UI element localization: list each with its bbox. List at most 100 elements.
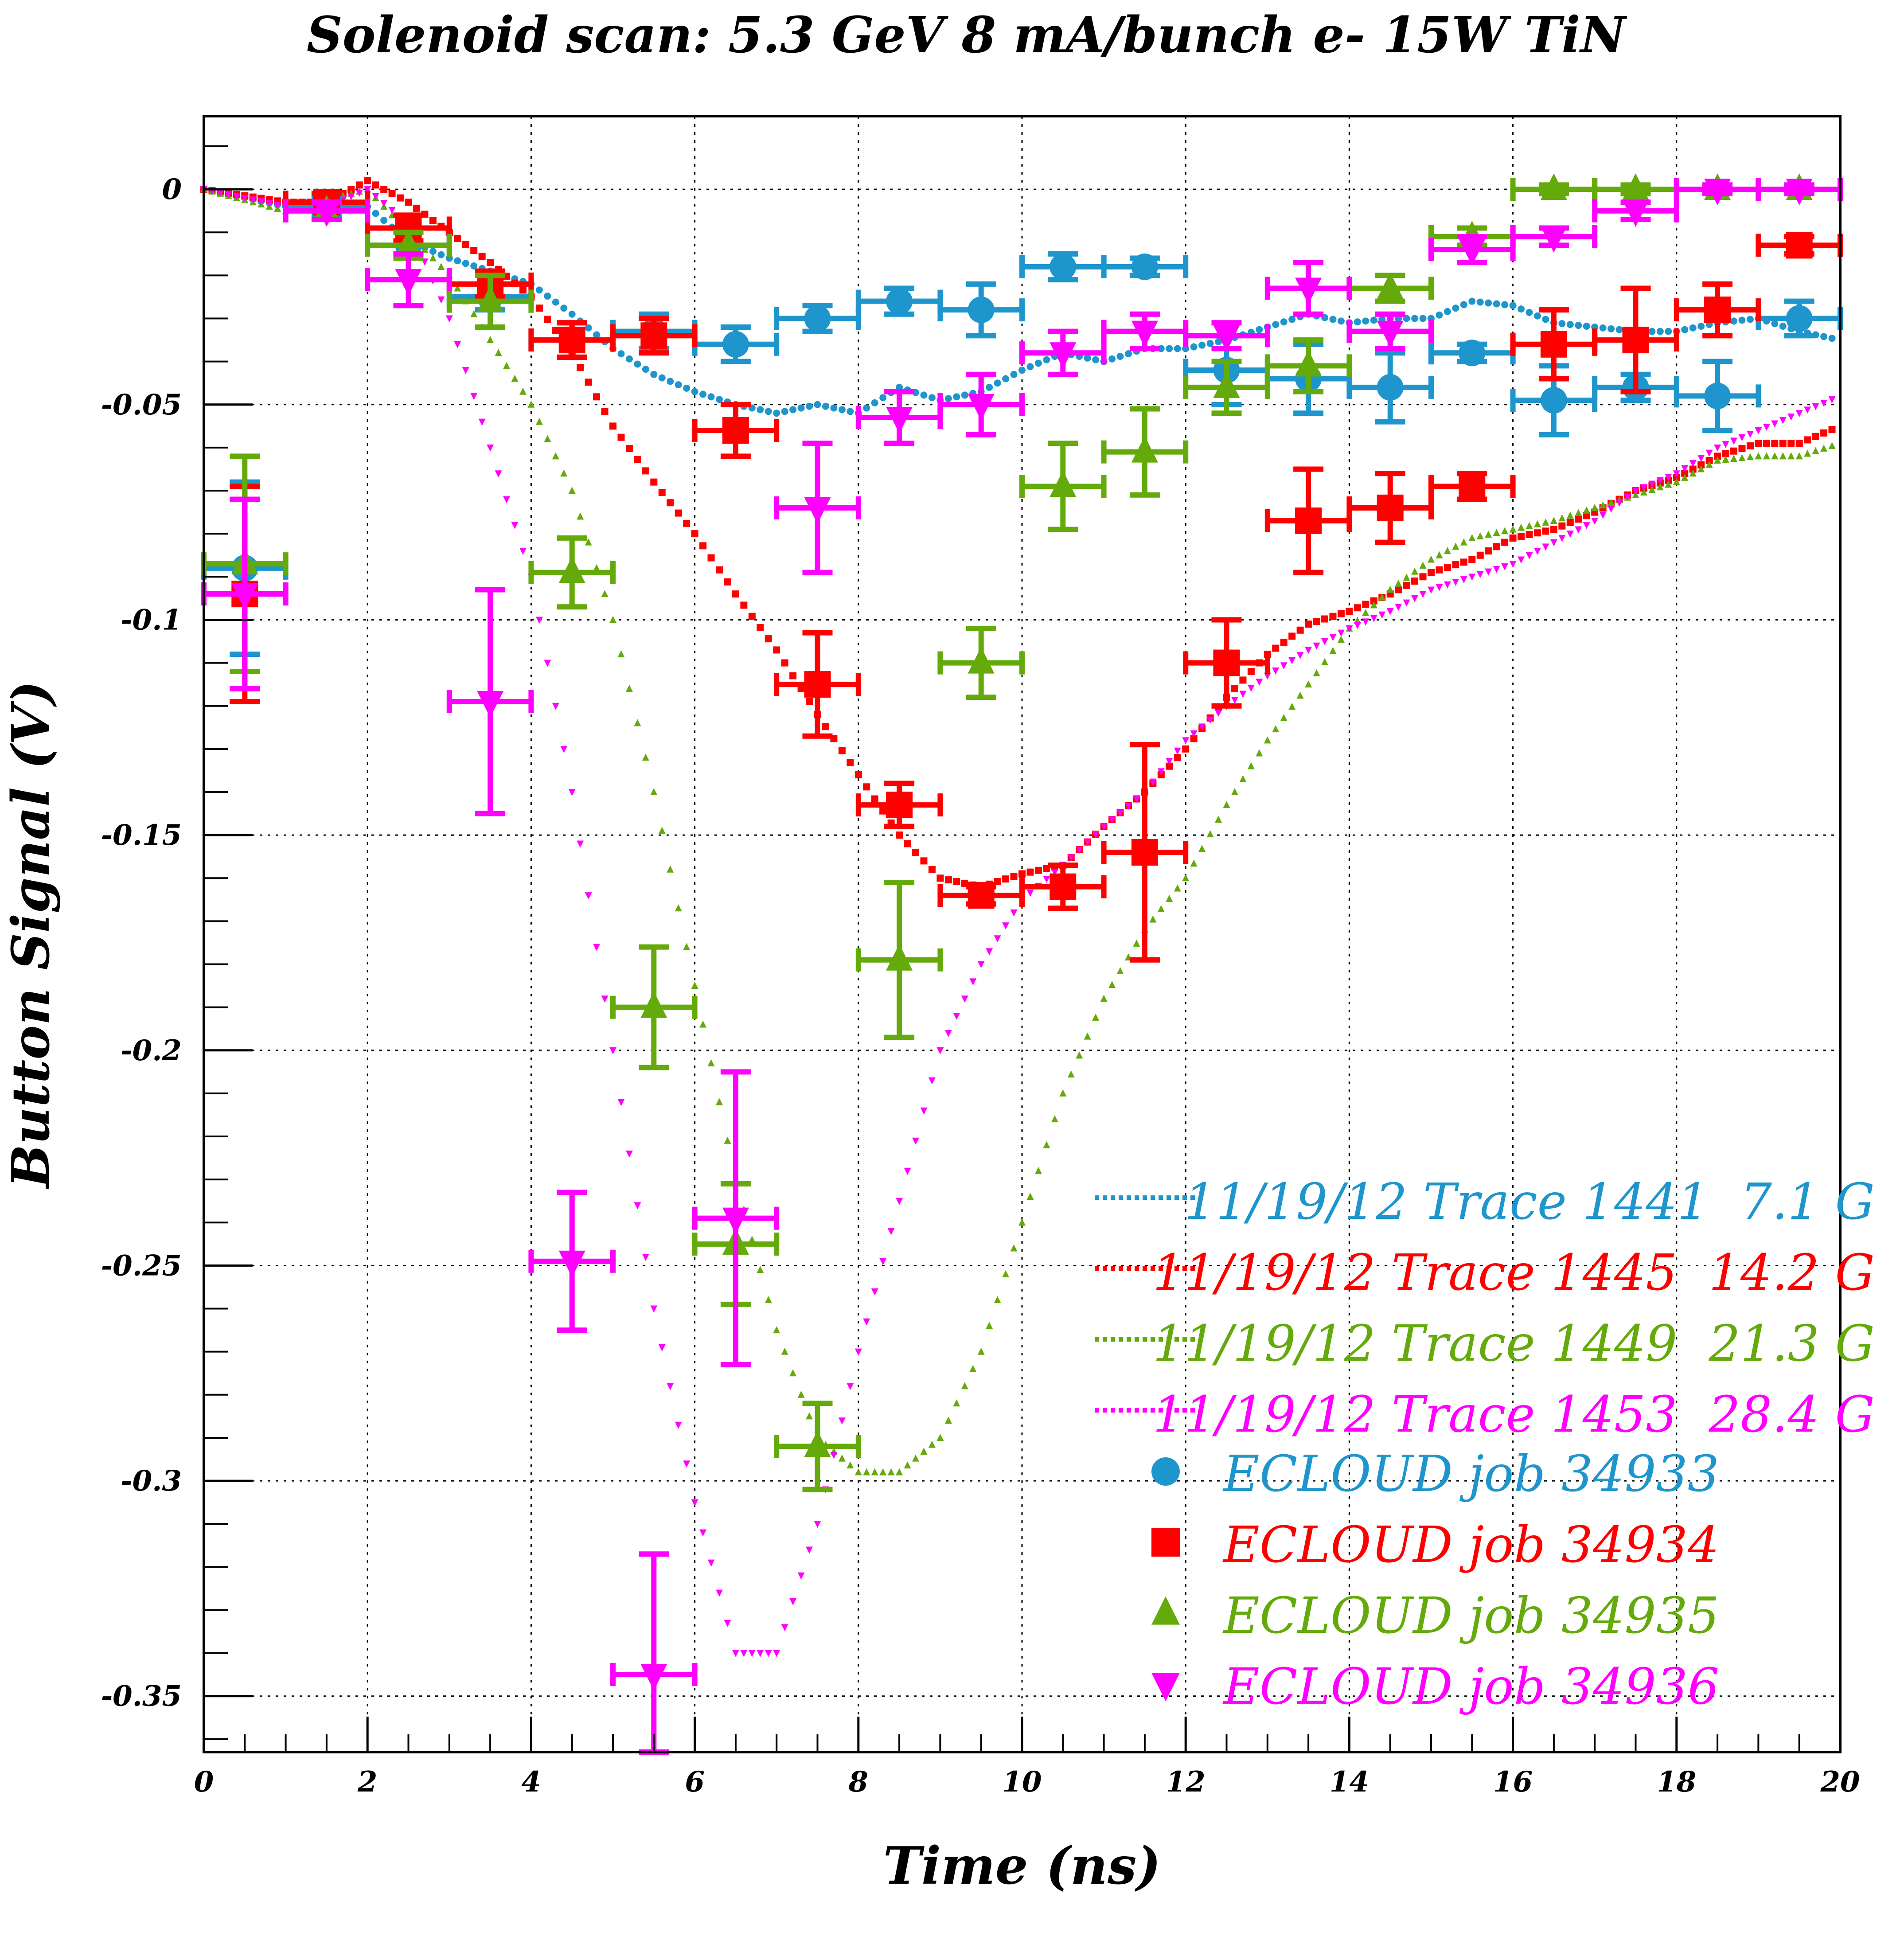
trace-dot [1166,762,1173,770]
trace-dot [953,1399,960,1407]
data-point [937,625,1025,700]
trace-dot [1697,461,1705,468]
trace-dot [1526,308,1533,316]
trace-dot [1485,531,1492,538]
y-tick-label: -0.25 [101,1249,182,1282]
trace-dot [437,251,445,258]
trace-dot [683,943,691,950]
trace-dot [470,262,478,270]
trace-dot [1468,297,1476,305]
trace-dot [1108,816,1116,824]
trace-dot [634,456,641,464]
marker-circle [1786,305,1813,332]
data-point [1674,281,1761,339]
trace-dot [1820,399,1828,407]
trace-dot [896,831,903,839]
legend-label: 11/19/12 Trace 1441 7.1 G [1184,1173,1875,1231]
trace-dot [707,393,715,401]
trace-dot [1452,578,1459,586]
trace-dot [781,1347,788,1355]
trace-dot [994,878,1001,885]
marker-triangle-up [1540,173,1567,200]
trace-dot [560,469,568,477]
marker-triangle-up [395,229,422,256]
marker-circle [804,305,831,332]
marker-square [1622,327,1649,354]
trace-dot [1558,522,1566,530]
legend-label: ECLOUD job 34936 [1222,1658,1719,1716]
marker-square [1459,473,1486,500]
trace-dot [1256,679,1263,686]
trace-dot [634,719,641,726]
trace-dot [1321,638,1329,646]
y-tick-label: -0.3 [121,1464,182,1498]
marker-triangle-down [640,1664,667,1691]
trace-dot [650,371,658,378]
trace-dot [1722,456,1729,463]
data-point [1101,406,1189,498]
trace-dot [1239,676,1247,684]
data-point [1183,320,1270,352]
legend-item-trace-0: 11/19/12 Trace 1441 7.1 G [1095,1173,1875,1231]
trace-dot [1689,324,1697,332]
marker-triangle-down [1377,320,1404,347]
trace-dot [527,400,535,408]
trace-dot [1632,488,1639,495]
trace-dot [634,1202,641,1210]
trace-dot [936,874,944,882]
trace-dot [1583,522,1590,529]
trace-dot [1116,352,1124,360]
marker-triangle-down [558,1250,585,1277]
trace-dot [552,327,559,334]
trace-dot [1313,669,1320,676]
trace-dot [1640,488,1647,496]
trace-dot [1444,563,1451,571]
data-point [1346,471,1434,545]
trace-dot [585,892,592,900]
trace-dot [1714,453,1721,460]
trace-dot [1779,440,1787,447]
legend-marker-triangle-down [1151,1673,1180,1702]
trace-dot [1010,1244,1018,1252]
marker-square [1050,873,1077,900]
trace-dot [1354,318,1361,326]
marker-triangle-down [1213,325,1240,352]
trace-dot [1116,967,1124,975]
trace-dot [1591,504,1599,511]
legend-item-trace-1: 11/19/12 Trace 1445 14.2 G [1095,1244,1875,1302]
data-point [1346,311,1434,351]
legend-marker-circle [1151,1457,1180,1486]
trace-dot [1264,736,1271,744]
trace-dot [1018,367,1026,374]
trace-dot [1575,515,1582,523]
trace-dot [1518,556,1525,564]
trace-dot [1476,532,1484,540]
trace-dot [233,193,240,200]
trace-dot [1395,604,1402,611]
trace-dot [1247,684,1255,692]
trace-dot [593,331,601,339]
trace-dot [1190,735,1198,742]
trace-dot [1681,465,1689,472]
trace-dot [454,284,461,292]
trace-dot [748,1650,756,1657]
trace-dot [609,422,616,430]
trace-dot [1771,320,1779,328]
marker-triangle-down [968,394,995,421]
trace-dot [1436,584,1443,591]
trace-dot [544,435,551,442]
trace-dot [1411,315,1419,322]
legend-label: 11/19/12 Trace 1449 21.3 G [1153,1315,1875,1373]
trace-dot [1002,875,1010,883]
trace-dot [1419,591,1427,598]
trace-dot [1403,599,1410,607]
trace-dot [1804,449,1811,457]
trace-dot [634,360,641,368]
trace-dot [797,1572,805,1580]
trace-dot [1272,725,1280,733]
trace-dot [691,1499,698,1507]
data-point [855,285,943,317]
data-point [1264,260,1352,317]
trace-dot [544,660,551,667]
trace-dot [806,402,813,410]
